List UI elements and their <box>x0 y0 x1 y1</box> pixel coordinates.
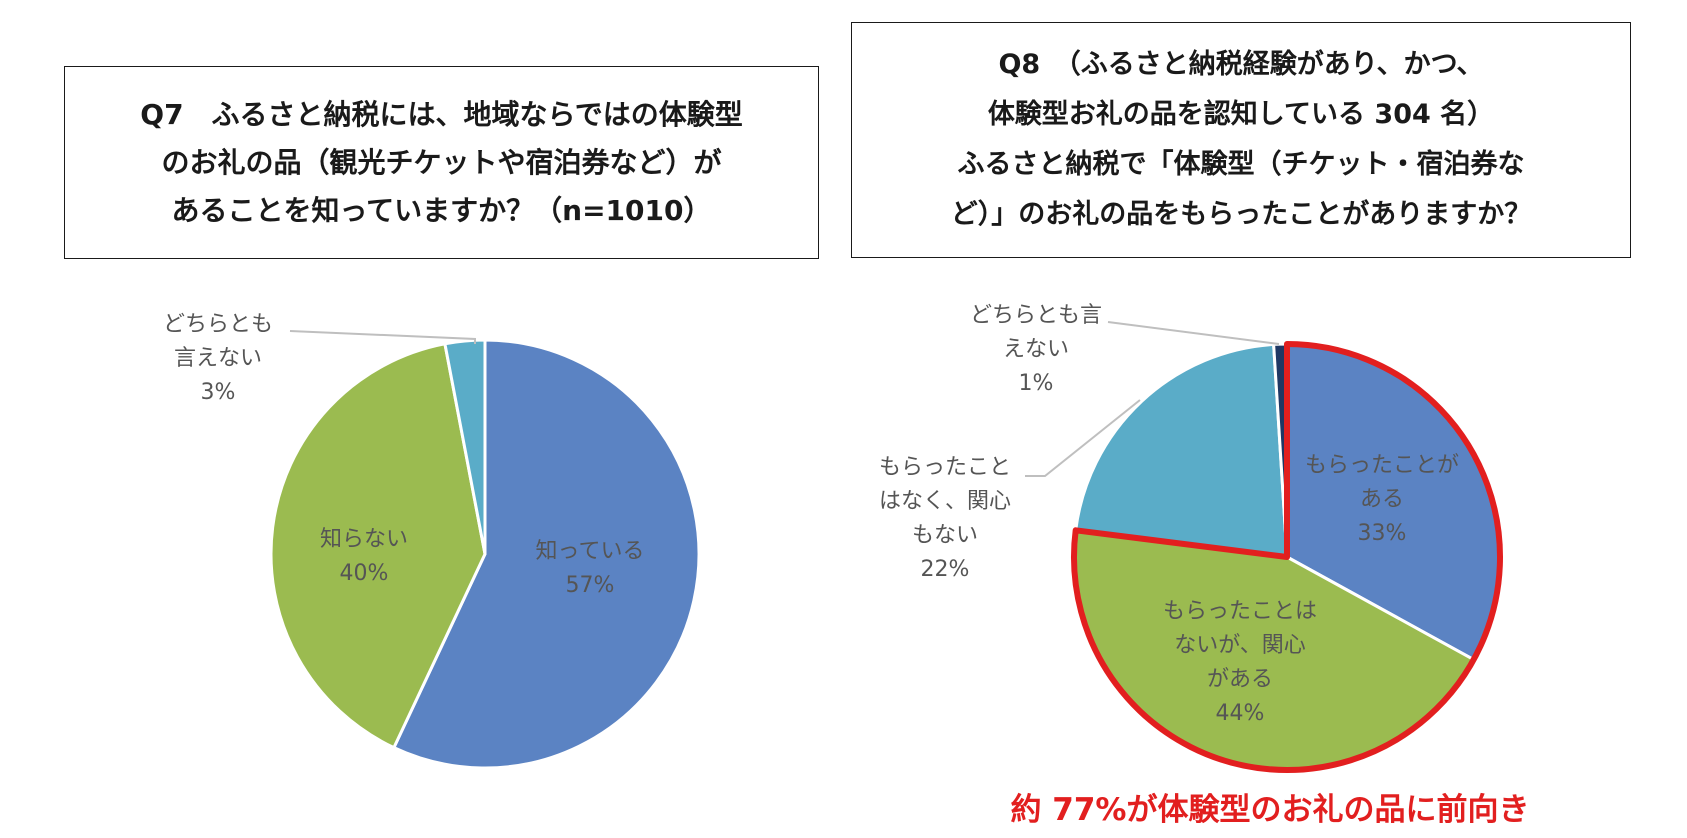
highlight-outline <box>1071 341 1503 773</box>
slice-label-interested: もらったことはないが、関心がある 44% <box>1163 599 1317 726</box>
slice-label-unknown-value: 40% <box>340 561 389 586</box>
slice-label-known-line: 知っている <box>536 539 645 564</box>
q7-question-line: のお礼の品（観光チケットや宿泊券など）が <box>161 145 722 179</box>
slice-label-neither-value: 1% <box>1019 371 1054 396</box>
q7-question-line: あることを知っていますか？（n=1010） <box>171 193 712 227</box>
slice-label-not-interested-line: もない <box>912 523 978 548</box>
slice-label-unknown-line: 知らない <box>320 527 408 552</box>
slice-label-not-interested-value: 22% <box>921 557 970 582</box>
slice-label-interested-line: がある <box>1207 667 1273 692</box>
leader-line <box>289 330 476 344</box>
slice-label-received: もらったことがある 33% <box>1305 453 1459 546</box>
slice-label-neither-line: えない <box>1003 337 1069 362</box>
slice-label-neither-line: どちらとも言 <box>970 303 1102 328</box>
q8-question-line: ふるさと納税で「体験型（チケット・宿泊券な <box>957 149 1525 180</box>
slice-label-received-line: ある <box>1360 487 1404 512</box>
pie-slice-not-interested <box>1074 342 1289 559</box>
pie-slice-unknown <box>269 342 487 750</box>
pie-slice-neither <box>443 338 487 555</box>
slice-label-interested-line: もらったことは <box>1163 599 1317 624</box>
slice-label-unknown: 知らない 40% <box>320 527 408 586</box>
q8-question-line: ど）」のお礼の品をもらったことがありますか？ <box>950 199 1532 230</box>
slice-label-received-value: 33% <box>1358 521 1407 546</box>
leader-line <box>1107 321 1280 345</box>
slice-label-neither-line: どちらとも <box>163 312 273 337</box>
q7-question-line: Q7 ふるさと納税には、地域ならではの体験型 <box>140 97 743 131</box>
slice-label-neither: どちらとも言えない 3% <box>163 312 273 405</box>
slice-label-not-interested-line: はなく、関心 <box>879 489 1011 514</box>
slice-label-known: 知っている 57% <box>536 539 645 598</box>
slice-label-not-interested-line: もらったこと <box>879 455 1011 480</box>
q8-question-line: Q8 （ふるさと納税経験があり、かつ、 <box>998 49 1484 80</box>
slice-label-interested-line: ないが、関心 <box>1174 633 1306 658</box>
slice-label-interested-value: 44% <box>1216 701 1265 726</box>
slice-label-not-interested: もらったことはなく、関心もない 22% <box>879 455 1011 582</box>
pie-slice-known <box>391 338 701 770</box>
slice-label-neither: どちらとも言えない 1% <box>970 303 1102 396</box>
q7-question-box: Q7 ふるさと納税には、地域ならではの体験型 のお礼の品（観光チケットや宿泊券な… <box>64 66 819 259</box>
slice-label-received-line: もらったことが <box>1305 453 1459 478</box>
conclusion-text: 約 77%が体験型のお礼の品に前向き <box>1010 792 1530 828</box>
slice-label-neither-value: 3% <box>201 380 236 405</box>
q8-question-line: 体験型お礼の品を認知している 304 名） <box>987 99 1495 130</box>
slice-label-neither-line: 言えない <box>174 346 262 371</box>
q8-question-box: Q8 （ふるさと納税経験があり、かつ、 体験型お礼の品を認知している 304 名… <box>851 22 1631 258</box>
slice-label-known-value: 57% <box>566 573 615 598</box>
leader-line <box>1025 399 1141 477</box>
